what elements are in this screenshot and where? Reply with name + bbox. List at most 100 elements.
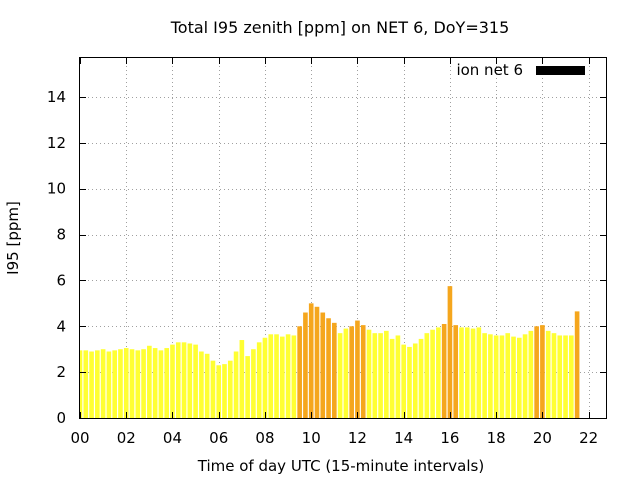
bar (147, 345, 152, 418)
bar (199, 351, 204, 418)
bar (378, 333, 383, 418)
x-tick-label: 10 (302, 429, 321, 447)
bar (493, 335, 499, 418)
bar (430, 329, 435, 418)
bar (447, 286, 453, 418)
bar (424, 333, 430, 418)
legend: ion net 6 (456, 61, 585, 79)
bar (355, 320, 360, 418)
x-tick-label: 00 (70, 429, 89, 447)
bar (470, 328, 476, 418)
bar (441, 323, 447, 418)
bar (118, 349, 123, 418)
bar (158, 350, 164, 418)
x-tick-label: 18 (487, 429, 506, 447)
bar (407, 346, 412, 418)
bar (540, 325, 545, 418)
bar (227, 360, 233, 418)
bars (80, 286, 580, 418)
bar (332, 322, 337, 418)
bar (95, 350, 100, 418)
y-tick-label: 0 (56, 409, 66, 427)
bar (343, 328, 349, 418)
bar (482, 333, 487, 418)
bar (418, 338, 424, 418)
bar (123, 348, 129, 418)
y-tick-labels: 0 2 4 6 8 10 12 14 (47, 88, 66, 427)
bar (551, 333, 557, 418)
bar (522, 334, 528, 418)
bar (285, 334, 291, 418)
y-axis-label: I95 [ppm] (4, 201, 22, 275)
chart-title: Total I95 zenith [ppm] on NET 6, DoY=315 (170, 18, 510, 37)
bar (337, 333, 343, 418)
bar (516, 337, 522, 418)
bar (291, 335, 297, 418)
x-tick-label: 08 (255, 429, 274, 447)
y-tick-label: 12 (47, 134, 66, 152)
bar (216, 365, 222, 418)
bar (488, 334, 493, 418)
bar (256, 342, 262, 418)
bar (239, 340, 245, 418)
bar (308, 303, 314, 418)
bar (233, 351, 239, 418)
bar (511, 336, 516, 418)
bar (106, 351, 112, 418)
x-tick-label: 06 (209, 429, 228, 447)
bar (222, 364, 227, 418)
bar (453, 325, 459, 418)
bar (476, 327, 482, 418)
bar (80, 350, 83, 418)
bar (170, 344, 175, 418)
x-tick-labels: 00 02 04 06 08 10 12 14 16 18 20 22 (70, 429, 598, 447)
x-tick-label: 04 (163, 429, 182, 447)
bar (262, 337, 268, 418)
x-tick-label: 14 (394, 429, 413, 447)
bar (384, 330, 389, 418)
bar (187, 343, 193, 418)
y-tick-label: 2 (56, 363, 66, 381)
bar (574, 311, 580, 418)
x-tick-label: 02 (117, 429, 136, 447)
bar (164, 348, 170, 418)
bar (251, 349, 256, 418)
legend-label: ion net 6 (456, 61, 523, 79)
bar (245, 356, 250, 418)
bar (395, 335, 401, 418)
bar (563, 335, 568, 418)
bar (279, 336, 285, 418)
bar (326, 318, 331, 418)
bar (320, 312, 326, 418)
bar (505, 333, 511, 418)
bar (499, 335, 505, 418)
x-axis-label: Time of day UTC (15-minute intervals) (197, 457, 484, 475)
bar (204, 353, 210, 418)
bar (372, 333, 378, 418)
y-tick-label: 14 (47, 88, 66, 106)
bar (389, 338, 395, 418)
bar (366, 329, 372, 418)
y-tick-label: 4 (56, 317, 66, 335)
x-tick-label: 20 (533, 429, 552, 447)
x-tick-label: 16 (440, 429, 459, 447)
ticks (80, 58, 606, 419)
legend-swatch (536, 66, 585, 75)
bar (100, 349, 106, 418)
bar (89, 351, 94, 418)
bar (112, 350, 117, 418)
bar (193, 344, 198, 418)
bar (412, 343, 418, 418)
y-tick-label: 6 (56, 271, 66, 289)
bar (181, 342, 187, 418)
plot-frame (79, 57, 607, 419)
bar (314, 306, 320, 418)
bar (557, 335, 563, 418)
bar (268, 334, 274, 418)
bar (534, 326, 539, 418)
bar (175, 342, 181, 418)
bar (349, 326, 354, 418)
bar (459, 327, 464, 418)
bar (135, 350, 141, 418)
